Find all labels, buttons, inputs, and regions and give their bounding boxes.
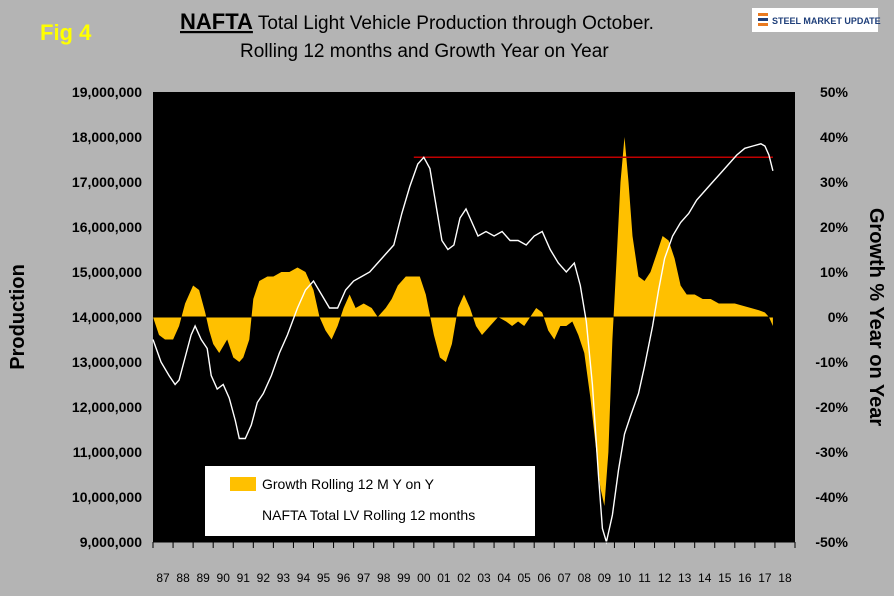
x-tick-label: 02 xyxy=(457,571,471,585)
right-tick-label: 40% xyxy=(820,129,849,145)
chart-title-line2: Rolling 12 months and Growth Year on Yea… xyxy=(240,41,609,62)
x-tick-label: 05 xyxy=(517,571,531,585)
left-axis-ticks: 9,000,000 10,000,000 11,000,000 12,000,000 1… xyxy=(72,84,142,550)
right-axis-title: Growth % Year on Year xyxy=(865,208,887,426)
left-tick-label: 16,000,000 xyxy=(72,219,142,235)
x-tick-label: 08 xyxy=(578,571,592,585)
right-tick-label: 0% xyxy=(828,309,849,325)
left-tick-label: 13,000,000 xyxy=(72,354,142,370)
x-tick-label: 17 xyxy=(758,571,772,585)
legend-label-growth: Growth Rolling 12 M Y on Y xyxy=(262,476,435,492)
x-tick-label: 07 xyxy=(558,571,572,585)
production-line-layer xyxy=(152,143,774,545)
x-tick-label: 09 xyxy=(598,571,612,585)
left-tick-label: 15,000,000 xyxy=(72,264,142,280)
production-line xyxy=(152,143,774,545)
left-axis-title: Production xyxy=(7,264,29,370)
right-tick-label: 10% xyxy=(820,264,849,280)
x-tick-label: 15 xyxy=(718,571,732,585)
logo-mark-mid xyxy=(758,18,768,21)
right-tick-label: -30% xyxy=(815,444,848,460)
x-tick-label: 94 xyxy=(297,571,311,585)
logo-mark-bottom xyxy=(758,23,768,26)
chart-title-bold: NAFTA xyxy=(180,9,253,34)
x-tick-label: 97 xyxy=(357,571,371,585)
logo: STEEL MARKET UPDATE xyxy=(752,8,881,32)
x-tick-label: 18 xyxy=(778,571,792,585)
legend: Growth Rolling 12 M Y on Y NAFTA Total L… xyxy=(205,466,535,536)
x-tick-label: 89 xyxy=(196,571,210,585)
x-tick-label: 12 xyxy=(658,571,672,585)
logo-text: STEEL MARKET UPDATE xyxy=(772,16,881,26)
left-tick-label: 19,000,000 xyxy=(72,84,142,100)
x-axis-ticks: 87 88 89 90 91 92 93 94 95 96 97 98 99 00 01 02 03 04 05 06… xyxy=(152,542,796,585)
logo-mark-top xyxy=(758,13,768,16)
x-tick-label: 90 xyxy=(217,571,231,585)
right-tick-label: 30% xyxy=(820,174,849,190)
x-tick-label: 03 xyxy=(477,571,491,585)
x-tick-label: 95 xyxy=(317,571,331,585)
right-tick-label: -20% xyxy=(815,399,848,415)
right-tick-label: -50% xyxy=(815,534,848,550)
x-tick-label: 14 xyxy=(698,571,712,585)
x-tick-label: 99 xyxy=(397,571,411,585)
x-tick-label: 93 xyxy=(277,571,291,585)
x-tick-label: 04 xyxy=(497,571,511,585)
figure-label: Fig 4 xyxy=(40,20,92,45)
x-tick-label: 16 xyxy=(738,571,752,585)
x-tick-label: 91 xyxy=(237,571,251,585)
x-tick-label: 13 xyxy=(678,571,692,585)
legend-swatch-growth xyxy=(230,477,256,491)
chart-title-rest: Total Light Vehicle Production through O… xyxy=(253,13,654,34)
right-tick-label: 50% xyxy=(820,84,849,100)
x-tick-label: 11 xyxy=(638,571,651,585)
right-tick-label: -10% xyxy=(815,354,848,370)
x-tick-label: 96 xyxy=(337,571,351,585)
right-axis-ticks: -50% -40% -30% -20% -10% 0% 10% 20% 30% 40% 50% xyxy=(815,84,848,550)
right-tick-label: -40% xyxy=(815,489,848,505)
x-tick-label: 87 xyxy=(156,571,170,585)
x-tick-label: 06 xyxy=(538,571,552,585)
left-tick-label: 11,000,000 xyxy=(73,444,143,460)
left-tick-label: 17,000,000 xyxy=(72,174,142,190)
x-tick-label: 92 xyxy=(257,571,271,585)
logo-background xyxy=(752,8,878,32)
legend-box xyxy=(205,466,535,536)
x-tick-label: 98 xyxy=(377,571,391,585)
right-tick-label: 20% xyxy=(820,219,849,235)
x-tick-label: 00 xyxy=(417,571,431,585)
x-tick-label: 10 xyxy=(618,571,632,585)
left-tick-label: 18,000,000 xyxy=(72,129,142,145)
left-tick-label: 12,000,000 xyxy=(72,399,142,415)
x-tick-label: 88 xyxy=(176,571,190,585)
left-tick-label: 9,000,000 xyxy=(80,534,142,550)
left-tick-label: 14,000,000 xyxy=(72,309,142,325)
chart-title-line1: NAFTA Total Light Vehicle Production thr… xyxy=(180,9,654,34)
x-tick-label: 01 xyxy=(437,571,451,585)
legend-label-production: NAFTA Total LV Rolling 12 months xyxy=(262,507,475,523)
left-tick-label: 10,000,000 xyxy=(72,489,142,505)
